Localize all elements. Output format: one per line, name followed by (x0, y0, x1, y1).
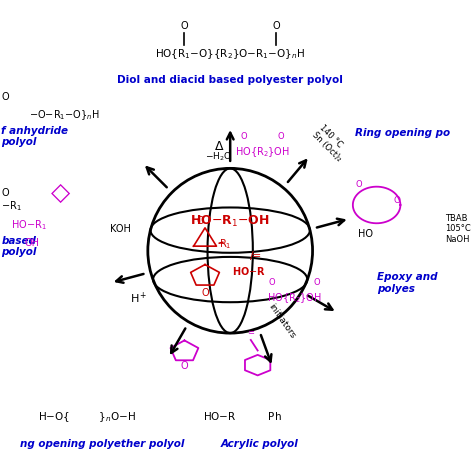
Text: $\mathregular{/\!\!=}$: $\mathregular{/\!\!=}$ (249, 249, 262, 262)
Text: O: O (394, 196, 401, 205)
Text: HO$\mathregular{\{}$R$_2$$\mathregular{\}}$OH: HO$\mathregular{\{}$R$_2$$\mathregular{\… (267, 291, 322, 305)
Text: HO$-$R$_1$$-$OH: HO$-$R$_1$$-$OH (191, 213, 270, 228)
Text: HO$-$R: HO$-$R (231, 265, 265, 277)
Text: HO$-$R$_1$: HO$-$R$_1$ (10, 218, 46, 232)
Text: ng opening polyether polyol: ng opening polyether polyol (20, 439, 184, 449)
Text: O: O (201, 288, 209, 298)
Text: $-$H$_2$O: $-$H$_2$O (205, 150, 232, 163)
Text: O: O (197, 216, 204, 226)
Text: KOH: KOH (110, 224, 131, 235)
Text: HO$\mathregular{\{}$R$_1$$-$O$\mathregular{\}}$$\mathregular{\{}$R$_2$$\mathregu: HO$\mathregular{\{}$R$_1$$-$O$\mathregul… (155, 47, 305, 61)
Text: HO: HO (358, 229, 374, 239)
Text: f anhydride
polyol: f anhydride polyol (1, 126, 68, 147)
Text: O: O (268, 278, 275, 287)
Text: $-$R$_1$: $-$R$_1$ (1, 200, 22, 213)
Text: $-$O$-$R$_1$$-$O$\mathregular{\}}_n$H: $-$O$-$R$_1$$-$O$\mathregular{\}}_n$H (29, 108, 100, 122)
Circle shape (148, 168, 312, 333)
Text: Δ: Δ (215, 140, 223, 153)
Text: O: O (1, 188, 9, 198)
Text: TBAB
105°C
NaOH: TBAB 105°C NaOH (445, 214, 471, 244)
Text: initiators: initiators (267, 301, 297, 340)
Text: OH: OH (24, 238, 39, 248)
Text: O: O (355, 180, 362, 189)
Text: Epoxy and
polyes: Epoxy and polyes (377, 272, 437, 294)
Text: O: O (277, 132, 284, 141)
Text: based
polyol: based polyol (1, 236, 37, 257)
Text: 140 °C
Sn (Oct)₂: 140 °C Sn (Oct)₂ (310, 123, 350, 164)
Text: H$-$O$\mathregular{\{}$         $\mathregular{\}}_n$O$-$H: H$-$O$\mathregular{\{}$ $\mathregular{\}… (38, 410, 136, 424)
Text: Ring opening po: Ring opening po (355, 128, 450, 138)
Text: HO$\mathregular{\{}$R$_2$$\mathregular{\}}$OH: HO$\mathregular{\{}$R$_2$$\mathregular{\… (235, 145, 290, 158)
Text: O: O (181, 21, 188, 31)
Text: O: O (1, 91, 9, 102)
Text: Diol and diacid based polyester polyol: Diol and diacid based polyester polyol (117, 74, 343, 84)
Text: O: O (314, 278, 320, 287)
Text: Acrylic polyol: Acrylic polyol (221, 439, 299, 449)
Text: O: O (181, 361, 188, 371)
Text: O: O (241, 132, 247, 141)
Text: =: = (247, 328, 254, 337)
Text: ◇: ◇ (51, 182, 71, 205)
Text: R$_1$: R$_1$ (219, 237, 232, 251)
Text: HO$-$R          Ph: HO$-$R Ph (203, 410, 282, 422)
Text: H$^+$: H$^+$ (130, 291, 147, 307)
Text: O: O (272, 21, 280, 31)
